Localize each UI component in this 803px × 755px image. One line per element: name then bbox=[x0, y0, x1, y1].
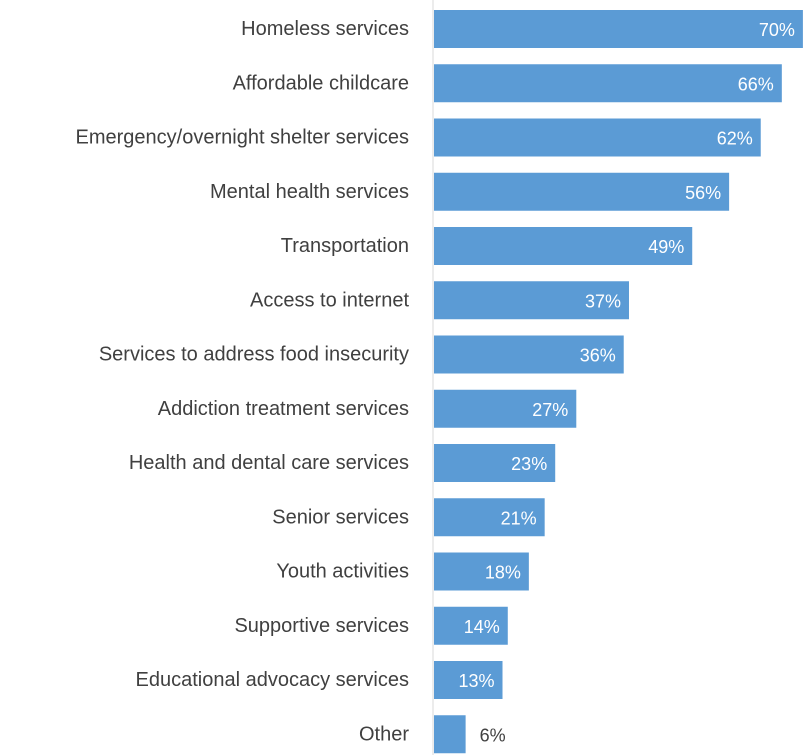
bar bbox=[434, 118, 761, 157]
bar bbox=[434, 498, 545, 537]
data-label: 23% bbox=[511, 454, 547, 474]
data-label: 37% bbox=[585, 291, 621, 311]
category-label: Addiction treatment services bbox=[158, 398, 409, 420]
data-label: 21% bbox=[501, 508, 537, 528]
category-label: Senior services bbox=[272, 506, 409, 528]
bar bbox=[434, 715, 466, 754]
data-label: 14% bbox=[464, 617, 500, 637]
category-label: Mental health services bbox=[210, 181, 409, 203]
bar bbox=[434, 64, 782, 103]
category-label: Youth activities bbox=[276, 561, 409, 583]
bar bbox=[434, 281, 629, 320]
category-label: Educational advocacy services bbox=[136, 669, 409, 691]
data-label: 56% bbox=[685, 183, 721, 203]
category-label: Homeless services bbox=[241, 18, 409, 40]
bar bbox=[434, 606, 508, 645]
category-label: Services to address food insecurity bbox=[99, 344, 409, 366]
bar bbox=[434, 552, 529, 591]
data-label: 49% bbox=[648, 237, 684, 257]
bar bbox=[434, 172, 730, 211]
category-label: Other bbox=[359, 723, 409, 745]
data-label: 70% bbox=[759, 20, 795, 40]
category-label: Health and dental care services bbox=[129, 452, 409, 474]
bar bbox=[434, 335, 624, 374]
data-label: 62% bbox=[717, 129, 753, 149]
data-label: 36% bbox=[580, 346, 616, 366]
data-label: 18% bbox=[485, 563, 521, 583]
bar bbox=[434, 227, 693, 265]
category-label: Supportive services bbox=[234, 615, 409, 637]
category-label: Access to internet bbox=[250, 289, 409, 311]
bar bbox=[434, 661, 503, 699]
data-label: 6% bbox=[480, 725, 506, 745]
bars-group: Homeless services 70% Affordable childcare… bbox=[76, 10, 803, 754]
category-label: Emergency/overnight shelter services bbox=[76, 127, 409, 149]
category-label: Affordable childcare bbox=[233, 72, 409, 94]
data-label: 13% bbox=[458, 671, 494, 691]
data-label: 27% bbox=[532, 400, 568, 420]
category-label: Transportation bbox=[281, 235, 409, 257]
data-label: 66% bbox=[738, 74, 774, 94]
bar bbox=[434, 10, 803, 48]
bar bbox=[434, 444, 556, 482]
bar bbox=[434, 389, 577, 428]
